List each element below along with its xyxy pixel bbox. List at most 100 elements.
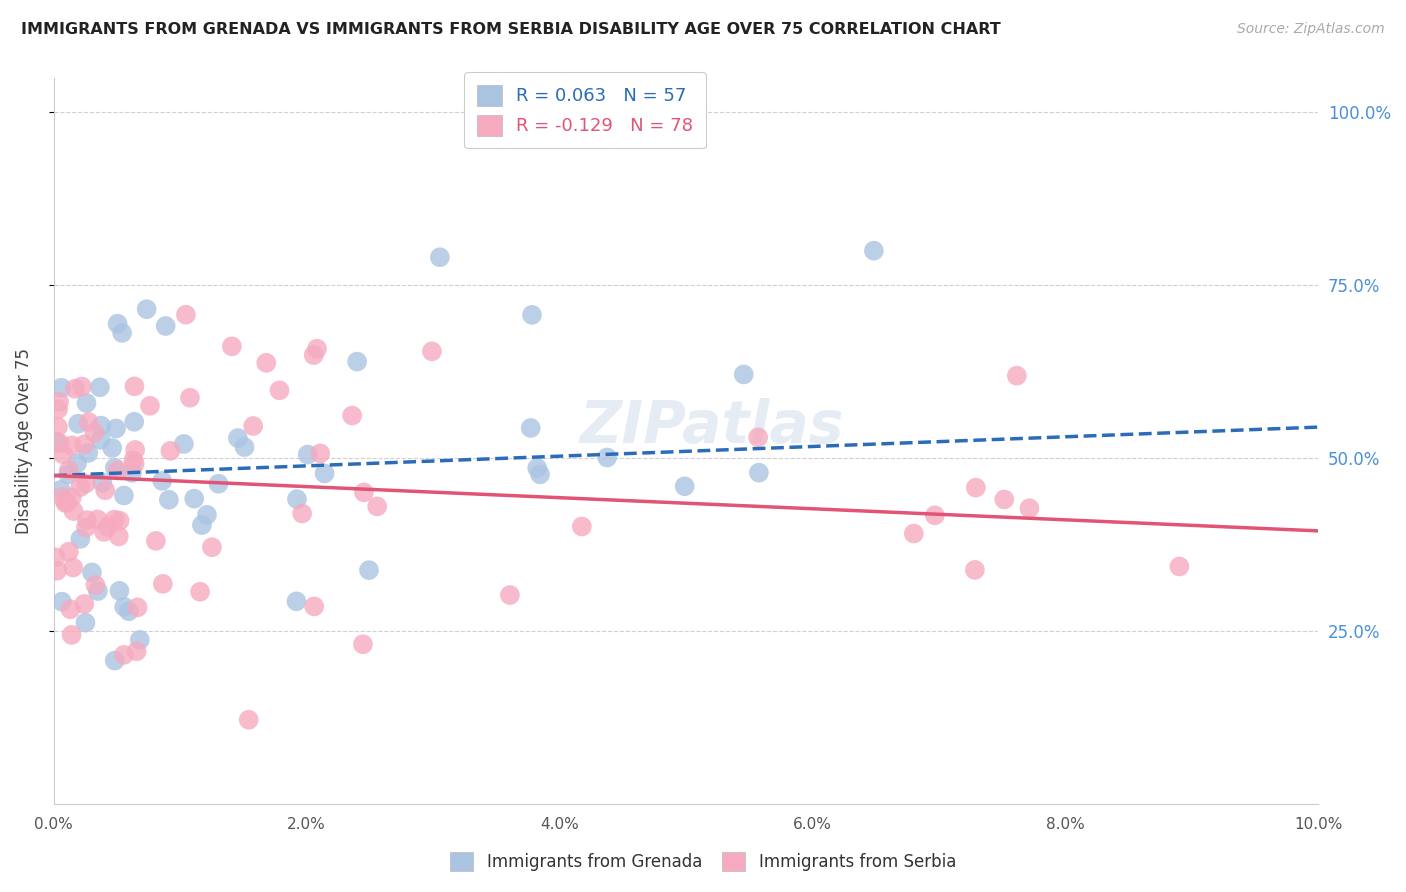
Point <box>135 302 157 317</box>
Point <box>747 430 769 444</box>
Point <box>297 448 319 462</box>
Point <box>863 244 886 258</box>
Point <box>201 540 224 554</box>
Point <box>73 437 96 451</box>
Point <box>366 500 388 514</box>
Point <box>125 644 148 658</box>
Point <box>520 308 543 322</box>
Point <box>221 339 243 353</box>
Point <box>75 520 97 534</box>
Point <box>48 394 70 409</box>
Point <box>499 588 522 602</box>
Point <box>191 518 214 533</box>
Point <box>233 440 256 454</box>
Point <box>353 485 375 500</box>
Point <box>86 512 108 526</box>
Point <box>58 467 80 482</box>
Point <box>118 604 141 618</box>
Point <box>104 460 127 475</box>
Point <box>121 466 143 480</box>
Point <box>76 396 98 410</box>
Point <box>49 436 72 450</box>
Point <box>112 488 135 502</box>
Point <box>94 483 117 498</box>
Point <box>45 434 67 449</box>
Point <box>285 594 308 608</box>
Point <box>59 602 82 616</box>
Point <box>195 508 218 522</box>
Point <box>112 599 135 614</box>
Point <box>128 632 150 647</box>
Point <box>108 514 131 528</box>
Text: IMMIGRANTS FROM GRENADA VS IMMIGRANTS FROM SERBIA DISABILITY AGE OVER 75 CORRELA: IMMIGRANTS FROM GRENADA VS IMMIGRANTS FR… <box>21 22 1001 37</box>
Point <box>207 476 229 491</box>
Point <box>51 381 73 395</box>
Point <box>56 495 79 509</box>
Point <box>155 318 177 333</box>
Point <box>51 490 73 504</box>
Point <box>58 463 80 477</box>
Point <box>111 326 134 340</box>
Point <box>309 446 332 460</box>
Point <box>51 594 73 608</box>
Point <box>112 648 135 662</box>
Point <box>108 529 131 543</box>
Point <box>73 597 96 611</box>
Legend: Immigrants from Grenada, Immigrants from Serbia: Immigrants from Grenada, Immigrants from… <box>441 843 965 880</box>
Point <box>93 524 115 539</box>
Point <box>70 379 93 393</box>
Point <box>77 446 100 460</box>
Legend: R = 0.063   N = 57, R = -0.129   N = 78: R = 0.063 N = 57, R = -0.129 N = 78 <box>464 72 706 148</box>
Point <box>269 384 291 398</box>
Point <box>145 533 167 548</box>
Point <box>122 453 145 467</box>
Point <box>314 467 336 481</box>
Point <box>1018 501 1040 516</box>
Point <box>53 496 76 510</box>
Point <box>107 317 129 331</box>
Point <box>357 563 380 577</box>
Point <box>75 615 97 630</box>
Point <box>305 342 328 356</box>
Point <box>66 456 89 470</box>
Point <box>62 560 84 574</box>
Point <box>285 492 308 507</box>
Point <box>90 433 112 447</box>
Point <box>104 654 127 668</box>
Point <box>302 599 325 614</box>
Point <box>152 577 174 591</box>
Point <box>596 450 619 465</box>
Point <box>75 476 97 491</box>
Point <box>108 583 131 598</box>
Point <box>673 479 696 493</box>
Point <box>63 382 86 396</box>
Point <box>104 421 127 435</box>
Point <box>91 475 114 490</box>
Point <box>733 368 755 382</box>
Point <box>242 419 264 434</box>
Point <box>127 600 149 615</box>
Point <box>174 308 197 322</box>
Point <box>80 566 103 580</box>
Y-axis label: Disability Age Over 75: Disability Age Over 75 <box>15 348 32 534</box>
Point <box>101 441 124 455</box>
Point <box>183 491 205 506</box>
Point <box>52 447 75 461</box>
Point <box>60 438 83 452</box>
Point <box>124 379 146 393</box>
Point <box>84 578 107 592</box>
Point <box>1005 368 1028 383</box>
Point <box>571 519 593 533</box>
Point <box>62 504 84 518</box>
Point <box>60 491 83 505</box>
Point <box>45 564 67 578</box>
Point <box>526 461 548 475</box>
Point <box>346 354 368 368</box>
Point <box>340 409 363 423</box>
Point <box>89 380 111 394</box>
Point <box>46 402 69 417</box>
Point <box>188 584 211 599</box>
Point <box>226 431 249 445</box>
Point <box>103 513 125 527</box>
Point <box>77 415 100 429</box>
